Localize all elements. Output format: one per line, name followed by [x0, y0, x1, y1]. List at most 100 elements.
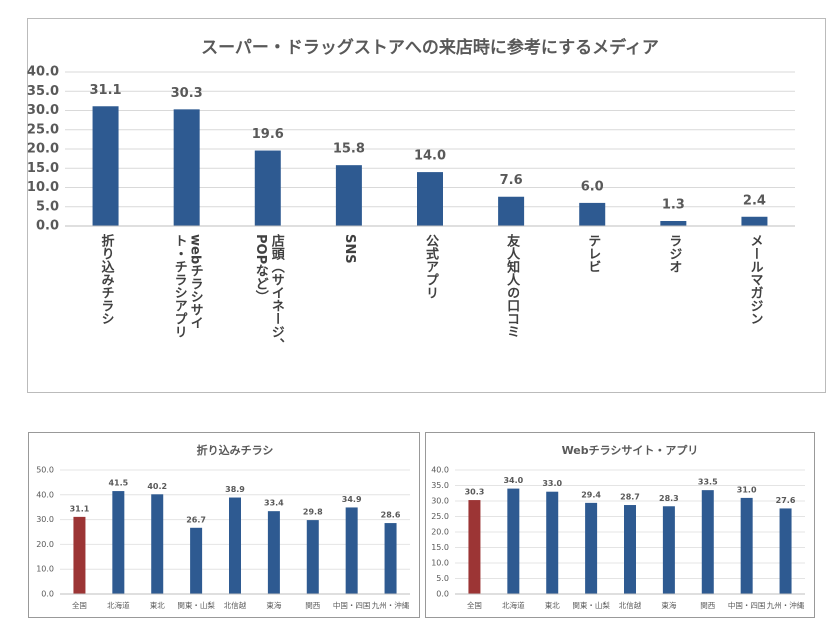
value-label: 31.1	[90, 83, 122, 98]
value-label: 28.7	[620, 493, 640, 502]
x-tick-label: 関西	[700, 601, 715, 610]
bar	[585, 502, 598, 594]
x-tick-label: 東北	[545, 600, 560, 610]
bar	[662, 506, 675, 594]
x-tick-label: 九州・沖縄	[767, 600, 805, 610]
bar	[112, 491, 125, 594]
y-tick-label: 0.0	[41, 590, 54, 599]
value-label: 2.4	[743, 193, 766, 208]
bar	[779, 508, 792, 594]
value-label: 29.4	[581, 490, 601, 499]
bar	[701, 490, 714, 594]
x-tick-label: 折り込みチラシ	[98, 234, 114, 325]
value-label: 31.0	[737, 485, 757, 494]
y-tick-label: 40.0	[431, 466, 449, 475]
x-tick-label: ラジオ	[666, 234, 682, 273]
x-tick-label: 中国・四国	[728, 600, 766, 610]
value-label: 33.5	[698, 478, 718, 487]
x-tick-label: テレビ	[585, 234, 601, 273]
y-tick-label: 20.0	[27, 142, 59, 157]
x-tick-label: メールマガジン	[747, 234, 763, 325]
chart-frame	[28, 432, 420, 618]
x-tick-label: 九州・沖縄	[372, 600, 410, 610]
y-tick-label: 15.0	[27, 161, 59, 176]
bar	[468, 500, 481, 594]
x-tick-label: SNS	[341, 234, 357, 264]
bar	[384, 523, 397, 594]
value-label: 26.7	[186, 515, 206, 524]
bar	[507, 488, 520, 594]
y-tick-label: 30.0	[431, 497, 449, 506]
x-tick-label: 全国	[72, 600, 87, 610]
y-tick-label: 30.0	[36, 515, 54, 524]
value-label: 30.3	[465, 488, 485, 497]
x-tick-label: 北海道	[107, 600, 130, 610]
x-tick-label: 東海	[266, 600, 281, 610]
y-tick-label: 25.0	[431, 512, 449, 521]
y-tick-label: 5.0	[36, 199, 59, 214]
bar	[254, 150, 281, 226]
x-tick-label: webチラシサイト・チラシアプリ	[171, 234, 203, 338]
bar	[92, 106, 119, 226]
bar	[306, 520, 319, 594]
value-label: 41.5	[108, 479, 128, 488]
x-tick-label: 中国・四国	[333, 600, 371, 610]
value-label: 34.9	[342, 495, 362, 504]
y-tick-label: 0.0	[36, 219, 59, 234]
y-tick-label: 15.0	[431, 543, 449, 552]
bar	[267, 511, 280, 594]
y-tick-label: 35.0	[431, 481, 449, 490]
bar	[151, 494, 164, 594]
chart-title: スーパー・ドラッグストアへの来店時に参考にするメディア	[201, 37, 659, 58]
x-tick-label: 北信越	[224, 600, 247, 610]
value-label: 27.6	[776, 496, 796, 505]
value-label: 6.0	[581, 179, 604, 194]
bar	[546, 491, 559, 594]
y-tick-label: 25.0	[27, 122, 59, 137]
chart-title: 折り込みチラシ	[197, 443, 274, 457]
value-label: 33.0	[542, 479, 562, 488]
bar	[417, 172, 443, 226]
chart-frame	[425, 432, 815, 618]
y-tick-label: 0.0	[436, 590, 449, 599]
value-label: 30.3	[171, 86, 203, 101]
bar	[579, 202, 606, 226]
y-tick-label: 30.0	[27, 103, 59, 118]
x-tick-label: 関西	[305, 601, 320, 610]
value-label: 38.9	[225, 485, 245, 494]
value-label: 40.2	[147, 482, 167, 491]
x-tick-label: 関東・山梨	[177, 600, 215, 610]
x-tick-label: 全国	[467, 600, 482, 610]
y-tick-label: 10.0	[36, 565, 54, 574]
y-tick-label: 20.0	[431, 528, 449, 537]
x-tick-label: 北海道	[502, 600, 525, 610]
x-tick-label: 関東・山梨	[572, 600, 610, 610]
bar	[498, 196, 525, 226]
x-tick-label: 店頭（サイネージ、POPなど）	[252, 234, 284, 351]
x-tick-label: 友人知人の口コミ	[504, 234, 520, 338]
x-tick-label: 東北	[150, 600, 165, 610]
value-label: 28.6	[381, 511, 401, 520]
y-tick-label: 5.0	[436, 574, 449, 583]
value-label: 7.6	[500, 173, 523, 188]
bar	[345, 507, 358, 594]
y-tick-label: 35.0	[27, 84, 59, 99]
y-tick-label: 40.0	[36, 490, 54, 499]
value-label: 28.3	[659, 494, 679, 503]
x-tick-label: 公式アプリ	[423, 234, 438, 299]
bar	[624, 505, 636, 594]
bar	[173, 109, 200, 226]
value-label: 14.0	[414, 149, 446, 164]
bar	[660, 220, 687, 226]
y-tick-label: 10.0	[27, 180, 59, 195]
value-label: 34.0	[503, 476, 523, 485]
value-label: 15.8	[333, 142, 365, 157]
bar	[229, 497, 241, 594]
value-label: 29.8	[303, 508, 323, 517]
bar	[73, 516, 86, 594]
bar	[335, 165, 362, 226]
value-label: 31.1	[70, 504, 90, 513]
x-tick-label: 東海	[661, 600, 676, 610]
